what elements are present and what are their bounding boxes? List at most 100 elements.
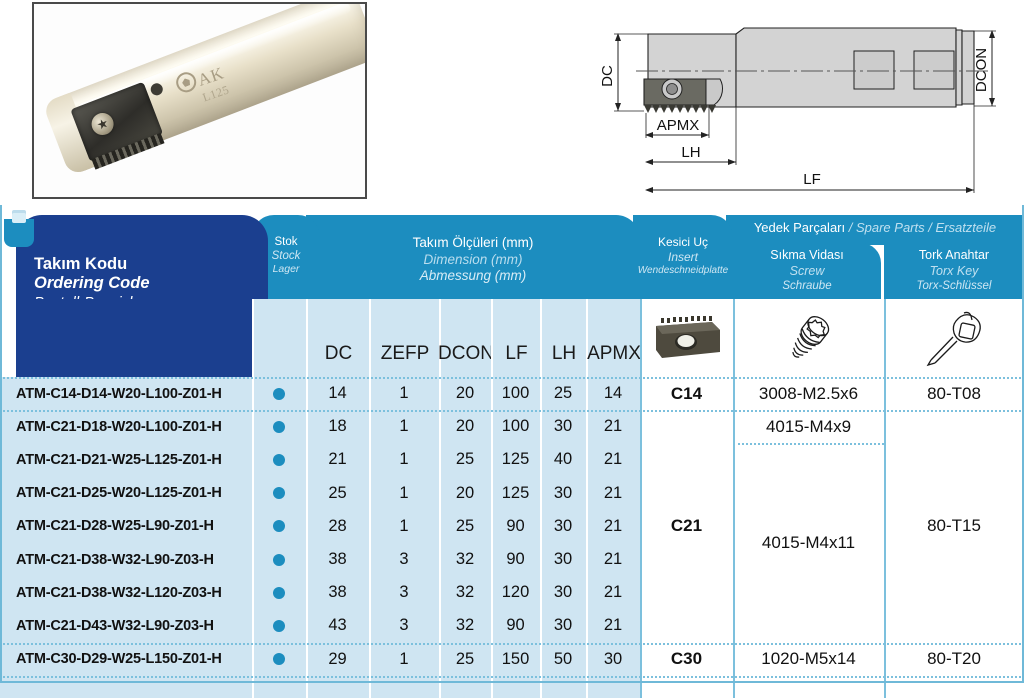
cell-lf: 90 (506, 516, 525, 535)
row-col-sep-6 (586, 476, 588, 510)
cell-lh: 30 (553, 417, 573, 436)
cell-lh: 25 (553, 384, 573, 403)
cell-zefp: 3 (399, 616, 409, 635)
header-torx-de: Torx-Schlüssel (916, 280, 992, 292)
cell-lf: 120 (501, 583, 530, 602)
row-col-sep-1 (306, 443, 308, 477)
row-col-sep-0 (252, 576, 254, 610)
table-row: ATM-C21-D28-W25-L90-Z01-H 28 1 25 90 30 21 (0, 509, 1024, 543)
row-col-sep-0 (252, 476, 254, 510)
subheader-apmx: APMX (586, 299, 641, 377)
row-col-sep-5 (540, 377, 542, 411)
header-insert-tr: Kesici Uç (657, 235, 708, 249)
header-screw-en: Screw (789, 263, 825, 278)
cell-dcon: 25 (455, 450, 475, 469)
row-background-right (640, 410, 1024, 444)
row-col-sep-3 (439, 509, 441, 543)
cell-zefp: 1 (399, 516, 409, 535)
row-background-right (640, 642, 1024, 676)
cell-apmx: 21 (603, 483, 623, 502)
cell-lh: 30 (553, 616, 573, 635)
cell-dcon: 32 (455, 616, 475, 635)
torx-screw-icon (733, 299, 884, 377)
cell-ordering-code: ATM-C21-D43-W32-L90-Z03-H (16, 617, 214, 634)
subheader-lf: LF (491, 299, 540, 377)
cell-lf: 125 (501, 450, 530, 469)
cell-dcon: 20 (455, 417, 475, 436)
cell-stock (252, 443, 306, 476)
cell-lf: 90 (506, 616, 525, 635)
cell-dc: 29 (328, 649, 347, 668)
cell-lh: 30 (553, 483, 573, 502)
row-background-right (640, 377, 1024, 411)
cell-dcon: 25 (455, 516, 475, 535)
header-torx: Tork Anahtar Torx Key Torx-Schlüssel (884, 243, 1024, 299)
cell-ordering-code: ATM-C21-D25-W20-L125-Z01-H (16, 485, 222, 502)
cell-apmx: 21 (603, 550, 623, 569)
cell-apmx: 21 (603, 616, 623, 635)
row-col-sep-1 (306, 410, 308, 444)
stock-dot-icon (273, 653, 285, 666)
row-col-sep-3 (439, 410, 441, 444)
cell-zefp: 1 (399, 384, 409, 403)
row-col-sep-3 (439, 609, 441, 643)
cell-torx-group: 80-T08 (927, 383, 981, 403)
subheader-stock-cell (252, 299, 306, 377)
header-dimension-en: Dimension (mm) (423, 251, 523, 267)
cell-dc: 21 (328, 450, 347, 469)
row-col-sep-6 (586, 410, 588, 444)
header-insert-de: Wendeschneidplatte (637, 264, 729, 276)
cell-lf: 125 (501, 483, 530, 502)
table-row: ATM-C21-D21-W25-L125-Z01-H 21 1 25 125 40 21 (0, 443, 1024, 477)
dim-label-dc: DC (599, 65, 616, 87)
insert-icon-svg (655, 316, 720, 358)
tool-shank-graphic: AK L125 (42, 4, 365, 177)
stock-dot-icon (273, 553, 285, 566)
cell-screw-group: 1020-M5x14 (761, 649, 856, 669)
row-col-sep-6 (586, 509, 588, 543)
table-subheader: DC ZEFP DCON LF LH APMX (0, 299, 1024, 377)
row-background-right (640, 609, 1024, 643)
row-col-sep-6 (586, 609, 588, 643)
cell-dcon: 32 (455, 583, 475, 602)
row-col-sep-0 (252, 377, 254, 411)
cell-dc: 28 (328, 516, 347, 535)
bookmark-tag-icon (2, 209, 36, 253)
cell-lf: 150 (501, 649, 530, 668)
subheader-dc: DC (306, 299, 369, 377)
tail-col-sep-6 (586, 675, 588, 698)
table-row: ATM-C21-D25-W20-L125-Z01-H 25 1 20 125 30 21 (0, 476, 1024, 510)
table-row: ATM-C21-D43-W32-L90-Z03-H 43 3 32 90 30 21 (0, 609, 1024, 643)
product-photo-canvas: AK L125 (34, 4, 365, 197)
tail-col-sep-1 (306, 675, 308, 698)
cell-zefp: 3 (399, 583, 409, 602)
cell-lh: 30 (553, 550, 573, 569)
cell-zefp: 1 (399, 450, 409, 469)
row-col-sep-2 (369, 609, 371, 643)
cell-stock (252, 377, 306, 410)
row-col-sep-2 (369, 377, 371, 411)
cell-dc: 38 (328, 583, 347, 602)
row-col-sep-6 (586, 543, 588, 577)
stock-dot-icon (273, 453, 285, 466)
group-separator-2 (0, 642, 1024, 645)
cell-lf: 90 (506, 550, 525, 569)
subheader-rule-1 (733, 299, 735, 377)
product-table: Takım Kodu Ordering Code Bestell-Bezeich… (0, 205, 1024, 698)
row-col-sep-0 (252, 509, 254, 543)
row-col-sep-2 (369, 642, 371, 676)
table-tail-strip-right (640, 675, 1024, 698)
row-col-sep-3 (439, 543, 441, 577)
cell-lf: 100 (501, 384, 530, 403)
cell-screw-group: 4015-M4x11 (761, 532, 856, 552)
cell-lh: 30 (553, 583, 573, 602)
subheader-rule-0 (640, 299, 642, 377)
stock-dot-icon (273, 387, 285, 400)
row-background (0, 410, 640, 444)
table-tail-strip (0, 675, 640, 698)
cell-dcon: 20 (455, 483, 475, 502)
cell-torx-group: 80-T20 (927, 649, 981, 669)
subheader-zefp: ZEFP (369, 299, 439, 377)
header-spare-parts: Yedek Parçaları / Spare Parts / Ersatzte… (726, 215, 1024, 245)
header-dimension-de: Abmessung (mm) (419, 268, 527, 284)
